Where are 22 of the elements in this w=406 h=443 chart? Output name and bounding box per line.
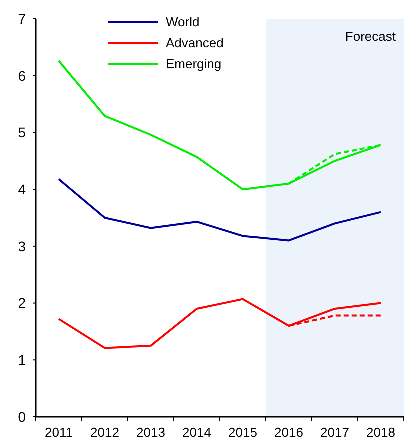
legend-label: Advanced	[166, 36, 224, 51]
y-tick-label: 7	[18, 10, 26, 27]
band-label: Forecast	[345, 29, 396, 44]
y-tick-label: 4	[18, 181, 26, 198]
line-series	[58, 178, 382, 242]
line-series	[58, 298, 382, 350]
x-tick-label: 2018	[366, 425, 396, 440]
y-tick-label: 5	[18, 124, 26, 141]
x-tick-label: 2013	[136, 425, 166, 440]
y-tick-label: 2	[18, 295, 26, 312]
y-tick-label: 6	[18, 68, 26, 84]
y-tick-label: 0	[18, 408, 26, 425]
legend-label: Emerging	[166, 56, 222, 72]
x-tick-label: 2014	[182, 425, 212, 440]
legend-label: World	[166, 14, 200, 30]
x-tick-label: 2011	[45, 425, 73, 440]
y-tick-label: 3	[18, 238, 26, 254]
x-tick-label: 2012	[90, 425, 120, 440]
y-tick-label: 1	[18, 352, 26, 368]
x-tick-label: 2016	[274, 425, 304, 440]
x-tick-label: 2017	[320, 425, 350, 440]
x-tick-label: 2015	[228, 425, 258, 440]
